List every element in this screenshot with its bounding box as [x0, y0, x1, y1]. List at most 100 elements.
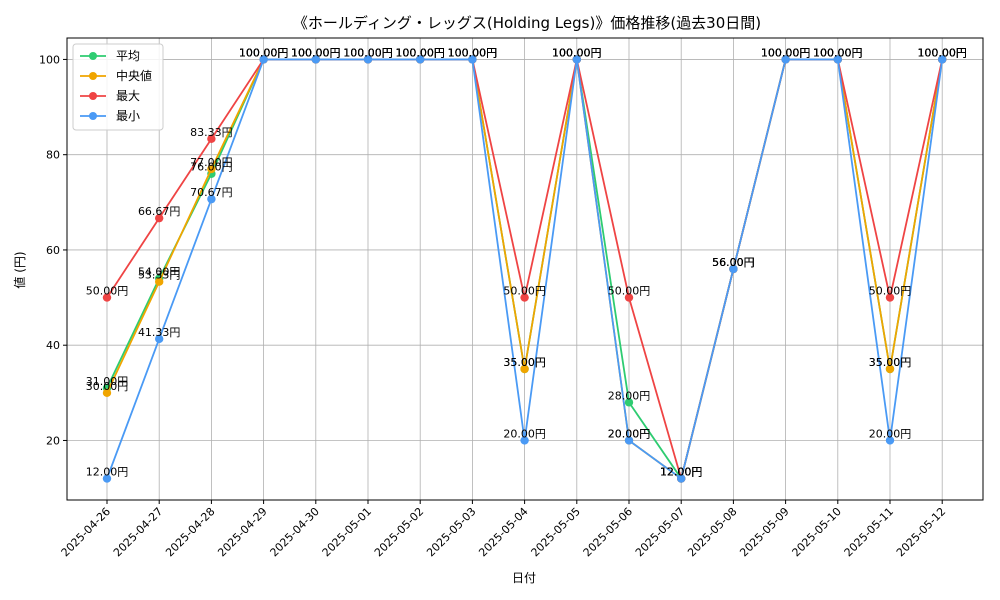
- data-point: [102, 293, 112, 302]
- x-tick-label: 2025-05-12: [894, 505, 948, 559]
- data-point: [833, 55, 842, 64]
- data-point: [729, 264, 738, 274]
- x-tick-label: 2025-05-02: [372, 505, 426, 559]
- data-label: 66.67円: [138, 205, 181, 218]
- legend-swatch-marker: [89, 72, 97, 80]
- legend-item: 中央値: [80, 68, 152, 83]
- data-label: 56.00円: [712, 256, 755, 269]
- data-point: [155, 213, 164, 223]
- legend-label: 最小: [116, 109, 140, 123]
- legend-swatch-marker: [89, 112, 97, 120]
- data-point: [520, 364, 529, 374]
- data-label: 100.00円: [395, 46, 445, 59]
- x-tick-label: 2025-04-26: [59, 505, 113, 559]
- data-label: 50.00円: [869, 285, 912, 298]
- data-point: [885, 364, 895, 374]
- y-tick-label: 80: [46, 149, 60, 162]
- data-label: 100.00円: [395, 46, 445, 59]
- data-label: 20.00円: [608, 427, 651, 440]
- data-point: [677, 474, 686, 483]
- data-label: 100.00円: [761, 46, 811, 59]
- x-tick-label: 2025-05-07: [633, 505, 687, 559]
- legend-item: 最大: [80, 89, 140, 103]
- data-label: 100.00円: [239, 46, 289, 59]
- data-label: 83.33円: [190, 126, 233, 139]
- data-label: 100.00円: [448, 46, 498, 59]
- x-tick-label: 2025-05-10: [790, 505, 844, 559]
- data-label: 12.00円: [660, 466, 703, 479]
- data-label: 12.00円: [660, 466, 703, 479]
- data-label: 56.00円: [712, 256, 755, 269]
- data-label: 12.00円: [86, 466, 129, 479]
- data-label: 100.00円: [291, 46, 341, 59]
- data-point: [520, 436, 529, 445]
- data-label: 12.00円: [660, 466, 703, 479]
- data-point: [102, 474, 112, 483]
- x-tick-label: 2025-04-30: [268, 505, 322, 559]
- data-label: 100.00円: [343, 46, 393, 59]
- data-label: 100.00円: [917, 46, 967, 59]
- data-label: 50.00円: [608, 285, 651, 298]
- x-axis-ticks: 2025-04-262025-04-272025-04-282025-04-29…: [59, 500, 948, 559]
- data-label: 100.00円: [761, 46, 811, 59]
- data-label: 28.00円: [608, 389, 651, 402]
- data-label: 76.00円: [190, 161, 233, 174]
- data-label: 100.00円: [917, 46, 967, 59]
- data-point: [624, 436, 634, 445]
- data-label: 100.00円: [813, 46, 863, 59]
- data-label: 100.00円: [917, 46, 967, 59]
- data-label: 50.00円: [86, 285, 129, 298]
- x-axis-label: 日付: [512, 571, 536, 585]
- y-axis-label: 値 (円): [12, 251, 27, 288]
- data-label: 54.00円: [138, 266, 181, 279]
- data-label: 100.00円: [291, 46, 341, 59]
- data-label: 20.00円: [503, 427, 546, 440]
- data-label: 100.00円: [395, 46, 445, 59]
- data-label: 100.00円: [239, 46, 289, 59]
- data-point: [468, 55, 477, 64]
- y-tick-label: 60: [46, 244, 60, 257]
- data-label: 100.00円: [291, 46, 341, 59]
- data-point: [155, 277, 164, 286]
- data-label: 100.00円: [239, 46, 289, 59]
- legend-label: 平均: [116, 49, 140, 63]
- data-label: 100.00円: [813, 46, 863, 59]
- x-tick-label: 2025-05-09: [737, 505, 791, 559]
- data-point: [624, 293, 634, 302]
- data-label: 35.00円: [869, 356, 912, 369]
- data-label: 35.00円: [869, 356, 912, 369]
- legend-box: [72, 43, 164, 131]
- x-tick-label: 2025-05-08: [685, 505, 739, 559]
- data-label: 100.00円: [448, 46, 498, 59]
- data-label: 77.00円: [190, 156, 233, 169]
- data-label: 100.00円: [448, 46, 498, 59]
- data-point: [207, 194, 216, 204]
- data-label: 100.00円: [343, 46, 393, 59]
- data-point: [363, 55, 373, 64]
- data-label: 100.00円: [552, 46, 602, 59]
- data-label: 31.00円: [86, 375, 129, 388]
- legend-item: 平均: [80, 49, 140, 63]
- data-label: 100.00円: [917, 46, 967, 59]
- y-axis-ticks: 20 40 60 80 100: [39, 53, 67, 447]
- data-label: 100.00円: [761, 46, 811, 59]
- legend-item: 最小: [80, 109, 140, 123]
- data-label: 12.00円: [660, 466, 703, 479]
- data-point: [102, 388, 112, 398]
- x-tick-label: 2025-05-11: [842, 505, 896, 559]
- x-tick-label: 2025-05-01: [320, 505, 374, 559]
- data-label: 41.33円: [138, 326, 181, 339]
- data-point: [572, 55, 581, 64]
- legend-swatch-marker: [89, 52, 97, 60]
- x-tick-label: 2025-05-04: [476, 505, 530, 559]
- data-label: 56.00円: [712, 256, 755, 269]
- x-tick-label: 2025-05-06: [581, 505, 635, 559]
- data-label: 70.67円: [190, 186, 233, 199]
- data-point: [885, 293, 895, 302]
- legend-label: 中央値: [116, 68, 152, 83]
- data-label: 100.00円: [813, 46, 863, 59]
- data-point: [207, 134, 216, 144]
- data-label: 100.00円: [552, 46, 602, 59]
